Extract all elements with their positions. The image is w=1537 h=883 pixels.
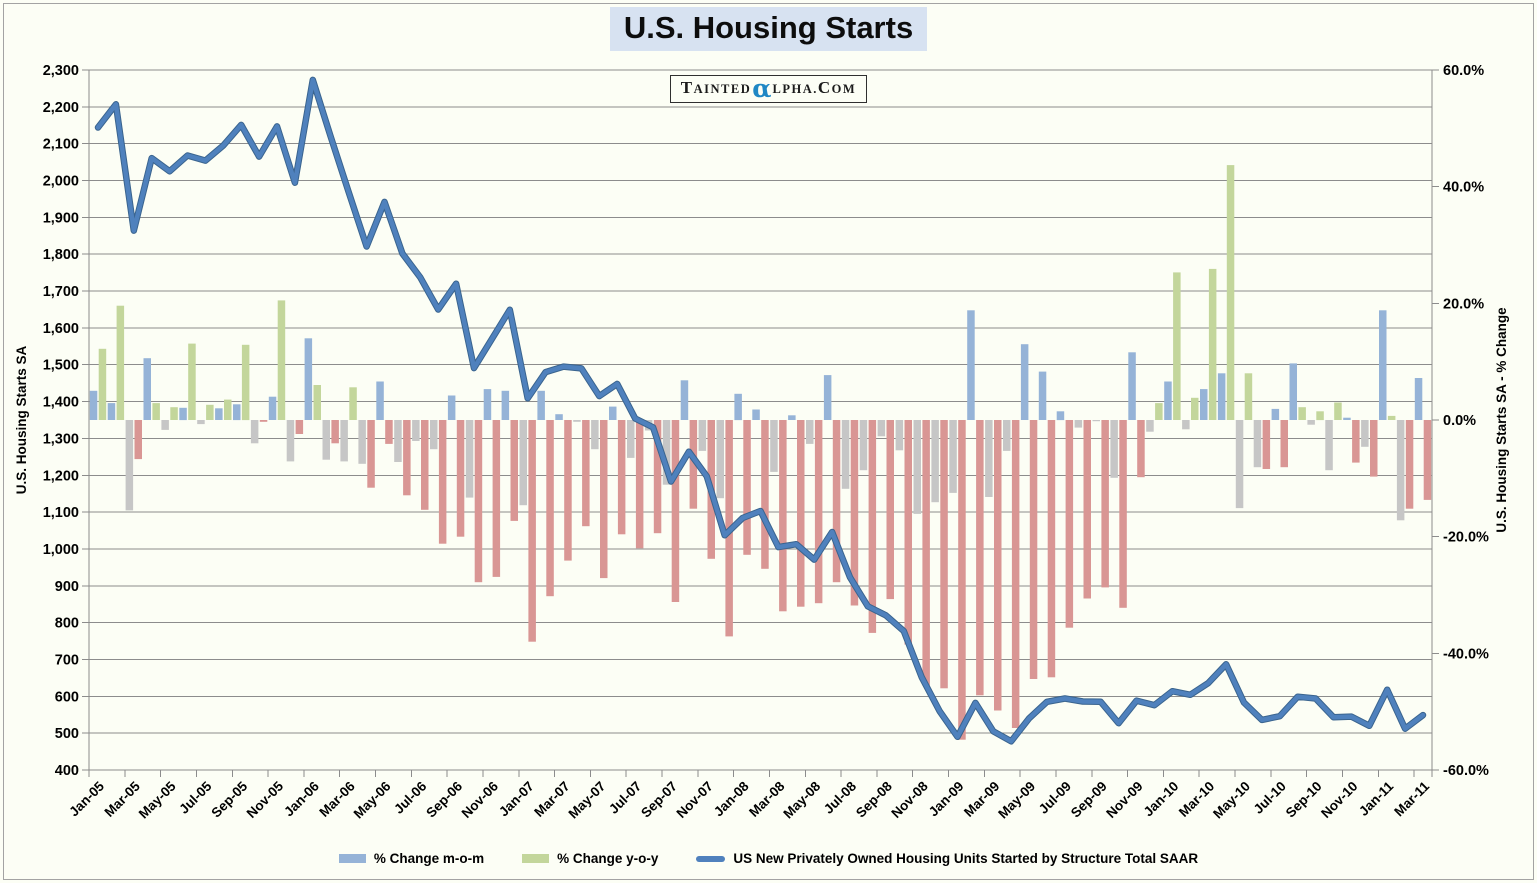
svg-text:Jan-10: Jan-10 bbox=[1141, 779, 1182, 820]
svg-text:-20.0%: -20.0% bbox=[1443, 530, 1489, 546]
legend: % Change m-o-m % Change y-o-y US New Pri… bbox=[0, 851, 1537, 866]
svg-text:May-07: May-07 bbox=[565, 779, 608, 822]
svg-text:900: 900 bbox=[55, 579, 79, 595]
svg-text:Nov-05: Nov-05 bbox=[244, 778, 287, 821]
right-axis-ticks bbox=[1432, 69, 1439, 771]
svg-text:-60.0%: -60.0% bbox=[1443, 763, 1489, 779]
svg-text:1,000: 1,000 bbox=[43, 542, 79, 558]
svg-text:Jan-06: Jan-06 bbox=[281, 778, 322, 819]
line-swatch bbox=[696, 855, 726, 862]
svg-text:Mar-09: Mar-09 bbox=[961, 779, 1002, 820]
legend-label-yoy: % Change y-o-y bbox=[557, 851, 659, 866]
mom-swatch bbox=[338, 854, 366, 863]
svg-text:700: 700 bbox=[55, 652, 79, 668]
svg-text:20.0%: 20.0% bbox=[1443, 296, 1484, 312]
logo-alpha-glyph: α bbox=[752, 74, 772, 103]
svg-text:Sep-09: Sep-09 bbox=[1068, 779, 1110, 821]
svg-text:Sep-06: Sep-06 bbox=[423, 778, 465, 820]
svg-text:1,600: 1,600 bbox=[43, 321, 79, 337]
legend-item-saar-line: US New Privately Owned Housing Units Sta… bbox=[696, 851, 1198, 866]
plot-borders bbox=[88, 70, 1433, 770]
yoy-bars bbox=[98, 165, 1432, 740]
svg-text:Nov-09: Nov-09 bbox=[1103, 779, 1145, 821]
svg-text:Jan-09: Jan-09 bbox=[926, 779, 967, 820]
svg-text:1,200: 1,200 bbox=[43, 468, 79, 484]
svg-text:1,800: 1,800 bbox=[43, 247, 79, 263]
svg-text:May-08: May-08 bbox=[780, 778, 823, 821]
svg-text:1,500: 1,500 bbox=[43, 358, 79, 374]
legend-label-saar: US New Privately Owned Housing Units Sta… bbox=[733, 851, 1199, 866]
svg-text:1,100: 1,100 bbox=[43, 505, 79, 521]
svg-text:2,200: 2,200 bbox=[43, 100, 79, 116]
svg-text:Nov-07: Nov-07 bbox=[673, 779, 715, 821]
svg-text:Jan-11: Jan-11 bbox=[1356, 778, 1397, 819]
svg-text:May-10: May-10 bbox=[1210, 779, 1253, 822]
logo-text-mid: LPHA. bbox=[772, 82, 818, 96]
svg-text:60.0%: 60.0% bbox=[1443, 63, 1484, 79]
svg-text:May-09: May-09 bbox=[995, 779, 1038, 822]
svg-text:Mar-11: Mar-11 bbox=[1391, 778, 1432, 819]
svg-text:800: 800 bbox=[55, 616, 79, 632]
logo-text-suffix: COM bbox=[817, 78, 857, 97]
svg-text:Mar-08: Mar-08 bbox=[746, 778, 788, 820]
svg-text:40.0%: 40.0% bbox=[1443, 180, 1484, 196]
svg-text:1,700: 1,700 bbox=[43, 284, 79, 300]
svg-text:Jan-07: Jan-07 bbox=[496, 779, 537, 820]
x-axis-ticks bbox=[88, 770, 1433, 777]
logo-row: TAINTEDαLPHA.COM bbox=[0, 75, 1537, 103]
gridlines bbox=[82, 69, 1432, 771]
legend-item-yoy: % Change y-o-y bbox=[522, 851, 658, 866]
chart-title: U.S. Housing Starts bbox=[609, 7, 928, 51]
svg-text:2,100: 2,100 bbox=[43, 137, 79, 153]
svg-text:Sep-05: Sep-05 bbox=[208, 778, 250, 820]
axis-titles: U.S. Housing Starts SA U.S. Housing Start… bbox=[14, 307, 1509, 533]
svg-text:Sep-10: Sep-10 bbox=[1283, 779, 1325, 821]
svg-text:Nov-08: Nov-08 bbox=[888, 778, 931, 821]
saar-line bbox=[94, 76, 1427, 745]
mom-bars bbox=[89, 310, 1423, 521]
svg-text:1,400: 1,400 bbox=[43, 395, 79, 411]
svg-text:May-05: May-05 bbox=[136, 778, 179, 821]
svg-text:2,300: 2,300 bbox=[43, 63, 79, 79]
svg-text:0.0%: 0.0% bbox=[1443, 413, 1476, 429]
svg-text:May-06: May-06 bbox=[351, 778, 394, 821]
legend-label-mom: % Change m-o-m bbox=[373, 851, 485, 866]
svg-text:Nov-06: Nov-06 bbox=[459, 778, 502, 821]
legend-item-mom: % Change m-o-m bbox=[338, 851, 485, 866]
svg-text:1,300: 1,300 bbox=[43, 431, 79, 447]
svg-text:Sep-07: Sep-07 bbox=[638, 779, 680, 821]
svg-text:Mar-05: Mar-05 bbox=[102, 778, 144, 820]
svg-text:600: 600 bbox=[55, 689, 79, 705]
svg-text:Jan-08: Jan-08 bbox=[711, 778, 752, 819]
svg-text:Mar-10: Mar-10 bbox=[1176, 779, 1217, 820]
svg-text:1,900: 1,900 bbox=[43, 210, 79, 226]
svg-text:Mar-06: Mar-06 bbox=[316, 778, 358, 820]
svg-text:500: 500 bbox=[55, 726, 79, 742]
svg-text:Sep-08: Sep-08 bbox=[853, 778, 895, 820]
svg-text:U.S. Housing Starts SA - % Cha: U.S. Housing Starts SA - % Change bbox=[1494, 307, 1509, 533]
title-row: U.S. Housing Starts bbox=[0, 7, 1537, 51]
svg-text:400: 400 bbox=[55, 763, 79, 779]
svg-text:Nov-10: Nov-10 bbox=[1318, 779, 1360, 821]
site-logo: TAINTEDαLPHA.COM bbox=[669, 74, 868, 103]
yoy-swatch bbox=[522, 854, 550, 863]
logo-text-prefix: TAINTED bbox=[680, 78, 752, 97]
svg-text:-40.0%: -40.0% bbox=[1443, 646, 1489, 662]
svg-text:2,000: 2,000 bbox=[43, 174, 79, 190]
svg-text:Jan-05: Jan-05 bbox=[66, 778, 107, 819]
svg-text:Mar-07: Mar-07 bbox=[531, 779, 572, 820]
svg-text:U.S. Housing Starts SA: U.S. Housing Starts SA bbox=[14, 345, 29, 494]
